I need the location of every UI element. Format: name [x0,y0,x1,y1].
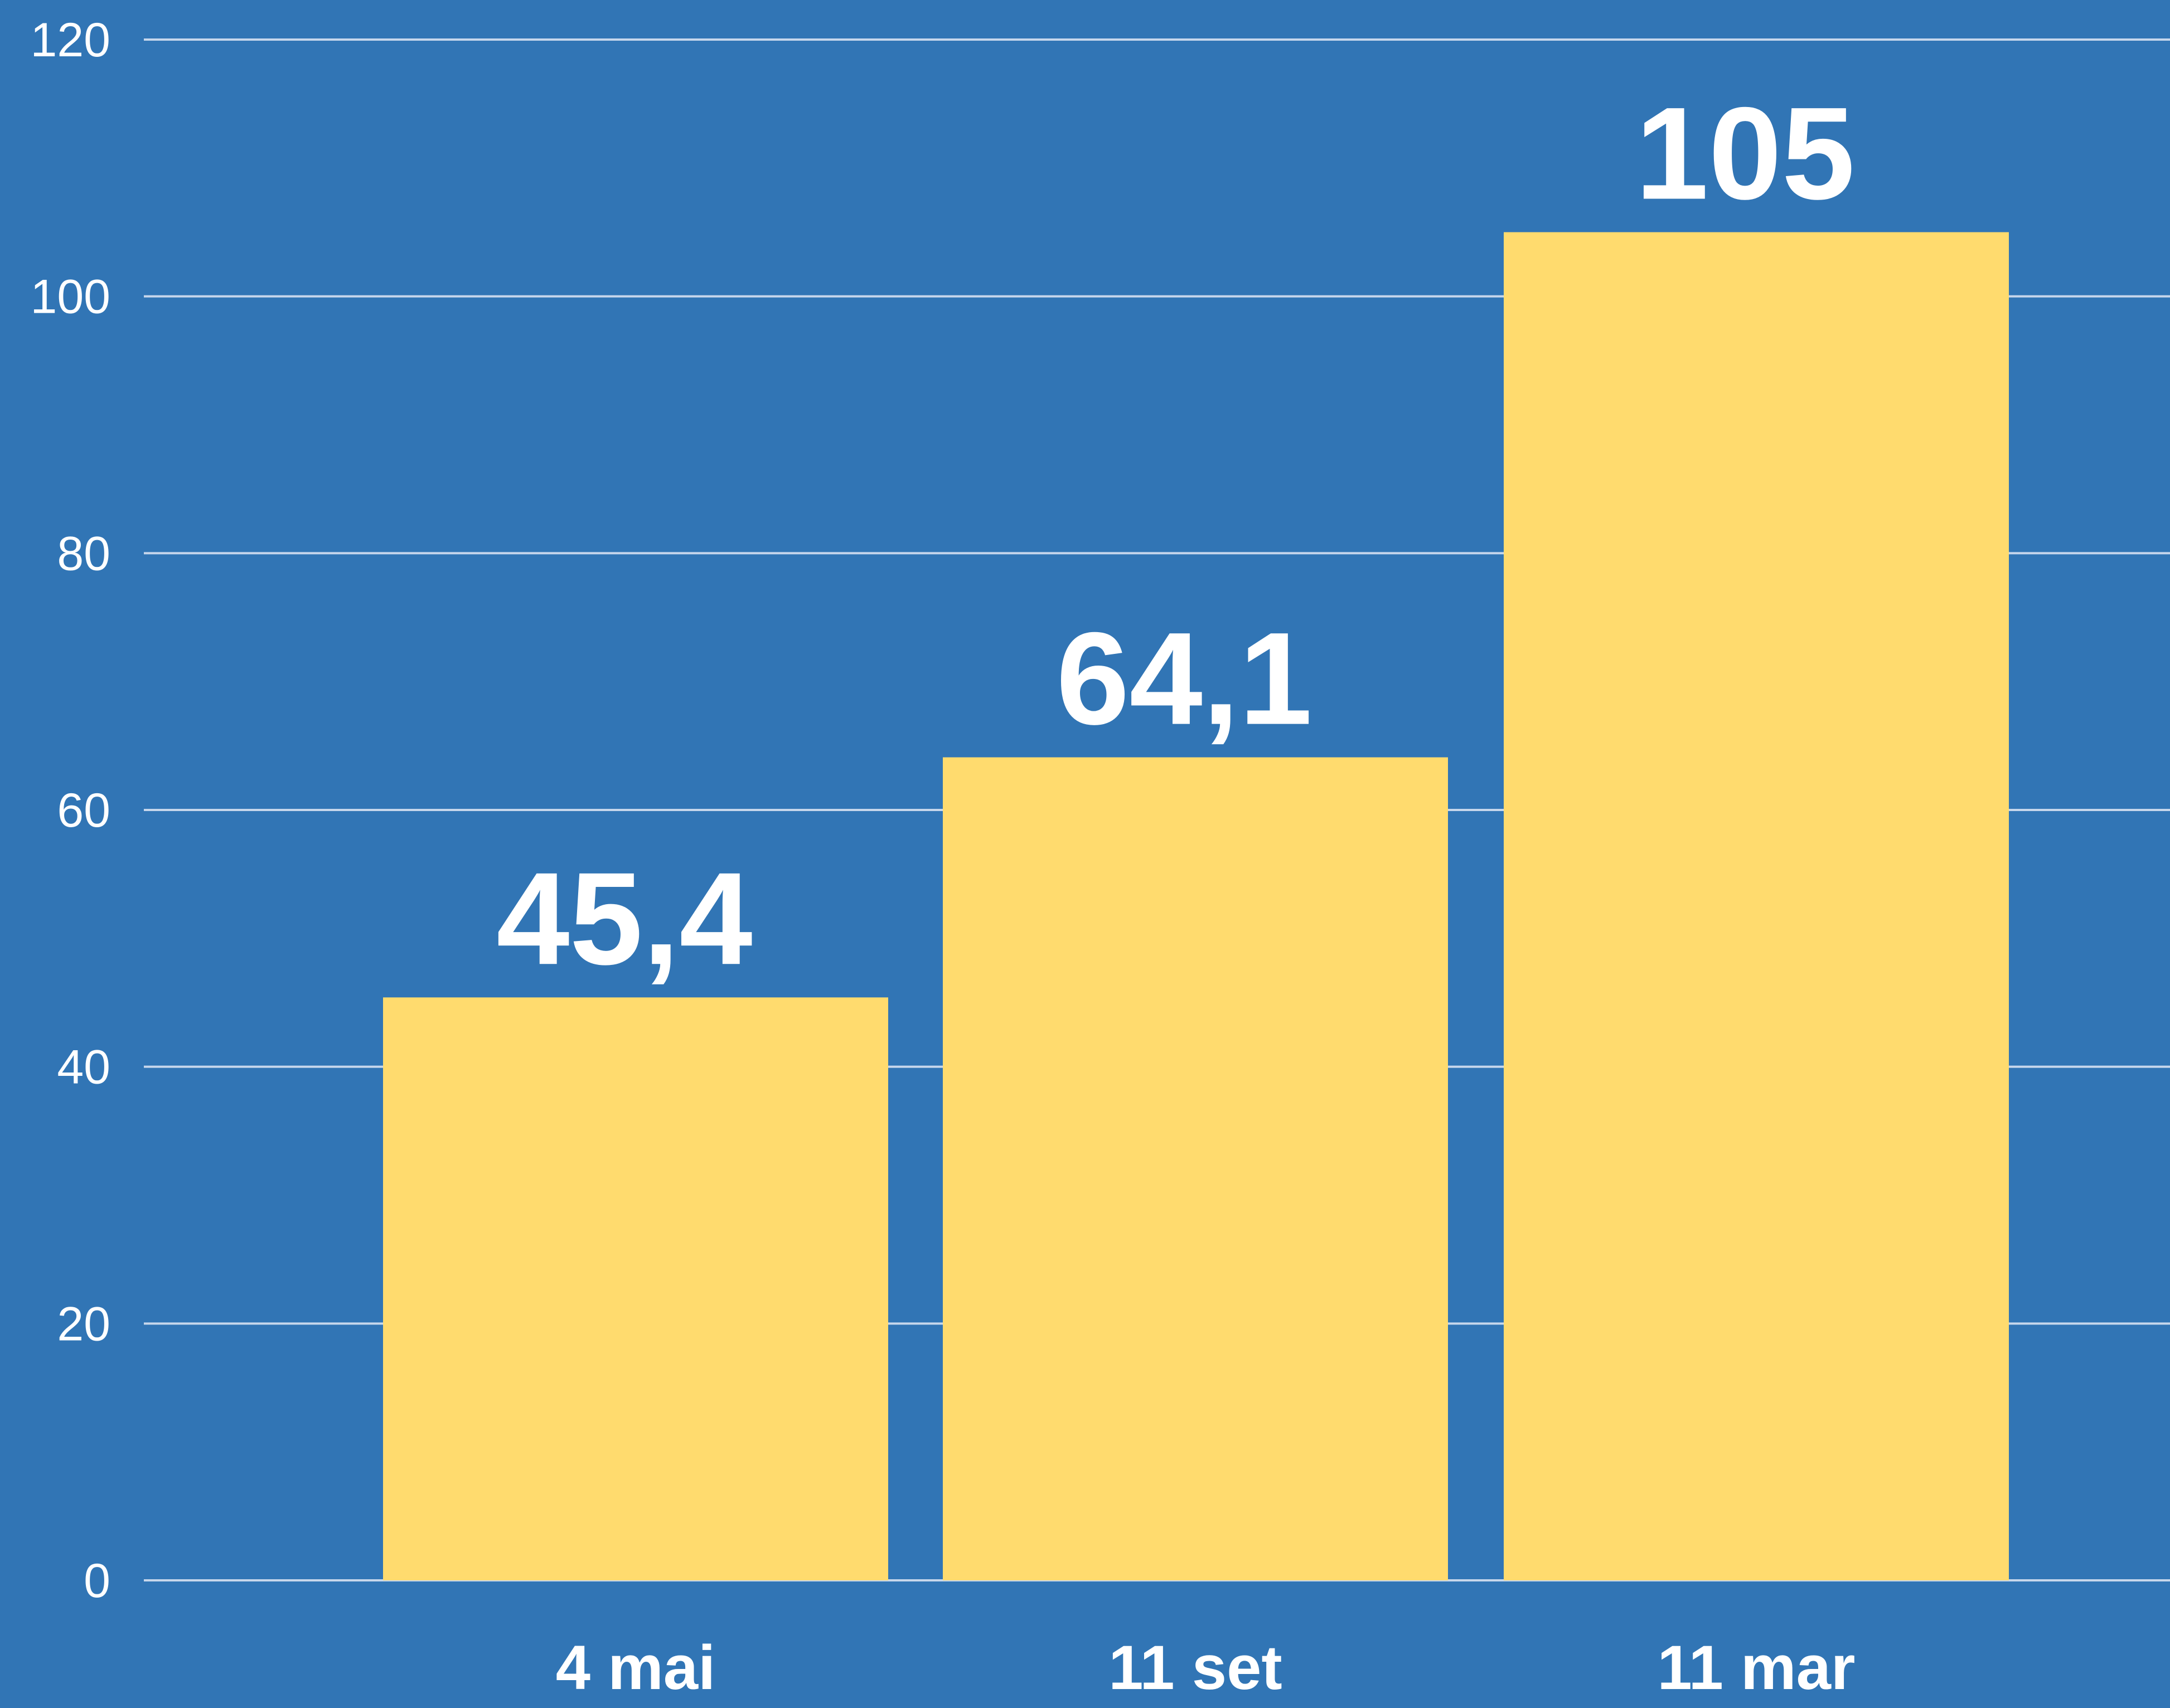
y-tick-label-20: 20 [57,1297,110,1351]
data-label-3: 105 [1635,80,1855,227]
bar-3 [1504,232,2009,1580]
bars [383,232,2009,1580]
y-axis-ticks: 0 20 40 60 80 100 120 [31,13,111,1608]
data-label-1: 45,4 [496,845,752,992]
x-axis-categories: 4 mai 11 set 11 mar [556,1633,1856,1702]
y-tick-label-80: 80 [57,527,110,580]
y-tick-label-0: 0 [84,1554,110,1608]
y-tick-label-100: 100 [31,270,111,324]
category-label-1: 4 mai [556,1633,715,1702]
data-labels: 45,4 64,1 105 [496,80,1855,993]
y-tick-label-60: 60 [57,784,110,837]
bar-2 [943,757,1448,1580]
category-label-2: 11 set [1108,1633,1282,1702]
data-label-2: 64,1 [1056,605,1312,753]
y-tick-label-40: 40 [57,1041,110,1094]
bar-1 [383,997,888,1580]
category-label-3: 11 mar [1658,1633,1856,1702]
y-tick-label-120: 120 [31,13,111,67]
